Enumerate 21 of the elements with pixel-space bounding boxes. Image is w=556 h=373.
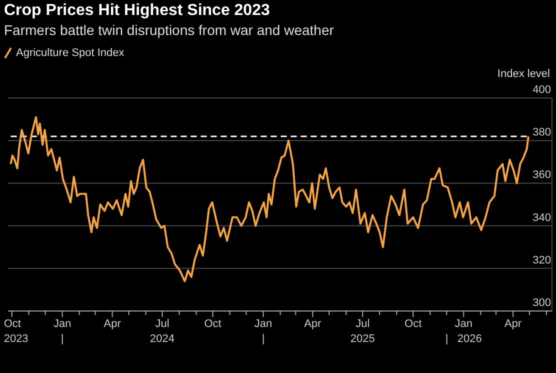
y-tick-label: 360	[532, 169, 551, 182]
y-axis-title: Index level	[497, 68, 550, 80]
chart-subtitle: Farmers battle twin disruptions from war and weather	[4, 22, 334, 38]
chart-title: Crop Prices Hit Highest Since 2023	[4, 2, 270, 20]
x-tick-label: Jul 2024	[150, 318, 174, 345]
y-tick-label: 300	[532, 297, 551, 309]
legend-label: Agriculture Spot Index	[16, 47, 124, 59]
x-tick-label: Oct 2023	[4, 318, 28, 345]
y-tick-label: 380	[532, 126, 551, 139]
x-tick-label: Oct	[404, 318, 422, 330]
x-tick-label: Jan | 2026	[445, 318, 482, 345]
y-tick-label: 400	[532, 84, 551, 96]
x-tick-label: Jan |	[53, 318, 72, 345]
x-tick-label: Apr	[504, 318, 522, 330]
x-tick-label: Oct	[204, 318, 222, 330]
y-tick-label: 320	[532, 254, 551, 266]
x-tick-label: Jan |	[254, 318, 272, 345]
x-tick-label: Apr	[104, 318, 122, 330]
x-tick-label: Jul 2025	[350, 318, 375, 345]
y-tick-label: 340	[532, 212, 551, 224]
x-tick-label: Apr	[304, 318, 322, 330]
